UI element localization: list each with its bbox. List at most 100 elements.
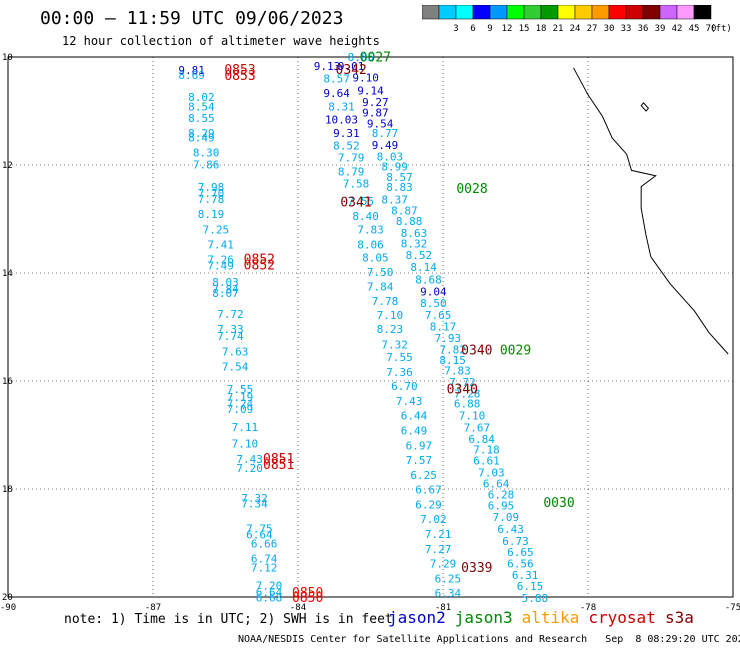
swh-value-label: 9.64 <box>323 87 350 100</box>
coastline <box>573 67 729 355</box>
swh-value-label: 6.34 <box>435 587 462 600</box>
swh-value-label: 6.61 <box>473 454 500 467</box>
swh-value-label: 8.19 <box>198 208 225 221</box>
swh-value-label: 6.25 <box>435 573 462 586</box>
lon-tick-label: -81 <box>435 603 451 612</box>
swh-value-label: 7.84 <box>212 283 239 296</box>
swh-value-label: 8.15 <box>439 354 466 367</box>
swh-value-label: 6.25 <box>410 469 437 482</box>
swh-value-label: 7.10 <box>459 410 486 423</box>
swh-value-label: 7.63 <box>222 345 249 358</box>
swh-value-label: 7.26 <box>207 254 234 267</box>
swh-value-label: 7.82 <box>439 344 466 357</box>
swh-value-label: 7.18 <box>473 444 500 457</box>
swh-value-label: 7.09 <box>493 511 520 524</box>
swh-value-label: 5.88 <box>522 592 549 605</box>
scale-swatch <box>693 5 712 20</box>
swh-value-label: 7.78 <box>372 295 399 308</box>
swh-value-label: 7.93 <box>435 332 462 345</box>
swh-value-label: 8.99 <box>381 161 408 174</box>
swh-value-label: 7.86 <box>193 158 220 171</box>
swh-value-label: 6.43 <box>497 523 524 536</box>
scale-tick-label: 3 <box>453 24 458 34</box>
swh-value-label: 7.79 <box>338 151 365 164</box>
swh-value-label: 6.68 <box>256 592 283 605</box>
scale-tick-label: 36 <box>638 24 649 34</box>
swh-value-label: 7.55 <box>386 351 413 364</box>
satellite-label: cryosat <box>588 608 656 627</box>
scale-tick-label: 9 <box>487 24 492 34</box>
swh-value-label: 8.17 <box>430 320 457 333</box>
pass-time-label: 0028 <box>456 182 487 197</box>
swh-value-label: 7.09 <box>227 403 254 416</box>
swh-value-label: 7.72 <box>449 376 476 389</box>
swh-value-label: 8.03 <box>212 276 239 289</box>
swh-value-label: 10.03 <box>325 114 358 127</box>
pass-time-label: 0339 <box>461 561 492 576</box>
swh-value-label: 8.49 <box>188 131 215 144</box>
scale-tick-label: 33 <box>621 24 632 34</box>
map-frame <box>7 56 734 598</box>
swh-value-label: 9.14 <box>357 84 384 97</box>
pass-time-label: 0851 <box>263 452 294 467</box>
swh-value-label: 7.49 <box>207 259 234 272</box>
swh-value-label: 7.25 <box>203 223 230 236</box>
swh-value-label: 8.87 <box>391 204 418 217</box>
swh-value-label: 6.64 <box>483 478 510 491</box>
pass-time-label: 0029 <box>500 344 531 359</box>
scale-tick-label: 6 <box>470 24 475 34</box>
swh-value-label: 8.32 <box>401 237 428 250</box>
swh-value-label: 6.66 <box>251 538 278 551</box>
swh-value-label: 6.70 <box>391 380 418 393</box>
footer-credit: NOAA/NESDIS Center for Satellite Applica… <box>238 634 740 645</box>
swh-value-label: 6.64 <box>256 586 283 599</box>
scale-unit-label: (ft) <box>710 24 732 34</box>
lon-tick-label: -84 <box>290 603 306 612</box>
swh-value-label: 8.77 <box>372 127 399 140</box>
swh-value-label: 7.58 <box>343 177 370 190</box>
scale-tick-label: 15 <box>519 24 530 34</box>
scale-tick-label: 24 <box>570 24 581 34</box>
swh-value-label: 6.73 <box>502 535 529 548</box>
swh-value-label: 9.54 <box>367 117 394 130</box>
scale-tick-label: 39 <box>655 24 666 34</box>
lat-tick-label: 20 <box>2 593 13 603</box>
pass-time-label: 0852 <box>244 252 275 267</box>
pass-time-label: 0342 <box>336 63 367 78</box>
map-subtitle: 12 hour collection of altimeter wave hei… <box>62 34 380 48</box>
swh-value-label: 6.44 <box>401 410 428 423</box>
swh-value-label: 9.49 <box>372 139 399 152</box>
pass-time-label: 0851 <box>263 458 294 473</box>
swh-value-label: 7.75 <box>246 522 273 535</box>
swh-value-label: 7.11 <box>232 421 259 434</box>
swh-value-label: 9.13 <box>314 60 341 73</box>
swh-value-label: 7.41 <box>207 238 234 251</box>
swh-value-label: 8.07 <box>212 287 239 300</box>
island-outline <box>640 102 650 112</box>
swh-value-label: 7.70 <box>198 187 225 200</box>
swh-value-label: 6.74 <box>251 553 278 566</box>
swh-value-label: 7.32 <box>381 338 408 351</box>
swh-value-label: 8.69 <box>178 69 205 82</box>
pass-time-label: 0853 <box>224 69 255 84</box>
swh-value-label: 9.10 <box>352 72 379 85</box>
note-text: note: 1) Time is in UTC; 2) SWH is in fe… <box>64 612 393 627</box>
swh-value-label: 9.31 <box>333 127 360 140</box>
swh-value-label: 7.55 <box>348 195 375 208</box>
swh-value-label: 8.02 <box>188 91 215 104</box>
swh-value-label: 7.43 <box>396 395 423 408</box>
scale-tick-label: 30 <box>604 24 615 34</box>
swh-value-label: 7.20 <box>236 462 263 475</box>
swh-value-label: 7.34 <box>241 498 268 511</box>
scale-tick-label: 42 <box>672 24 683 34</box>
swh-value-label: 8.57 <box>323 73 350 86</box>
swh-value-label: 7.78 <box>198 193 225 206</box>
lat-tick-label: 16 <box>2 377 13 387</box>
scale-tick-label: 21 <box>553 24 564 34</box>
swh-value-label: 8.54 <box>188 101 215 114</box>
swh-value-label: 8.52 <box>406 249 433 262</box>
pass-time-label: 0852 <box>244 258 275 273</box>
swh-value-label: 6.88 <box>454 398 481 411</box>
swh-value-label: 7.10 <box>232 438 259 451</box>
swh-value-label: 9.04 <box>420 285 447 298</box>
